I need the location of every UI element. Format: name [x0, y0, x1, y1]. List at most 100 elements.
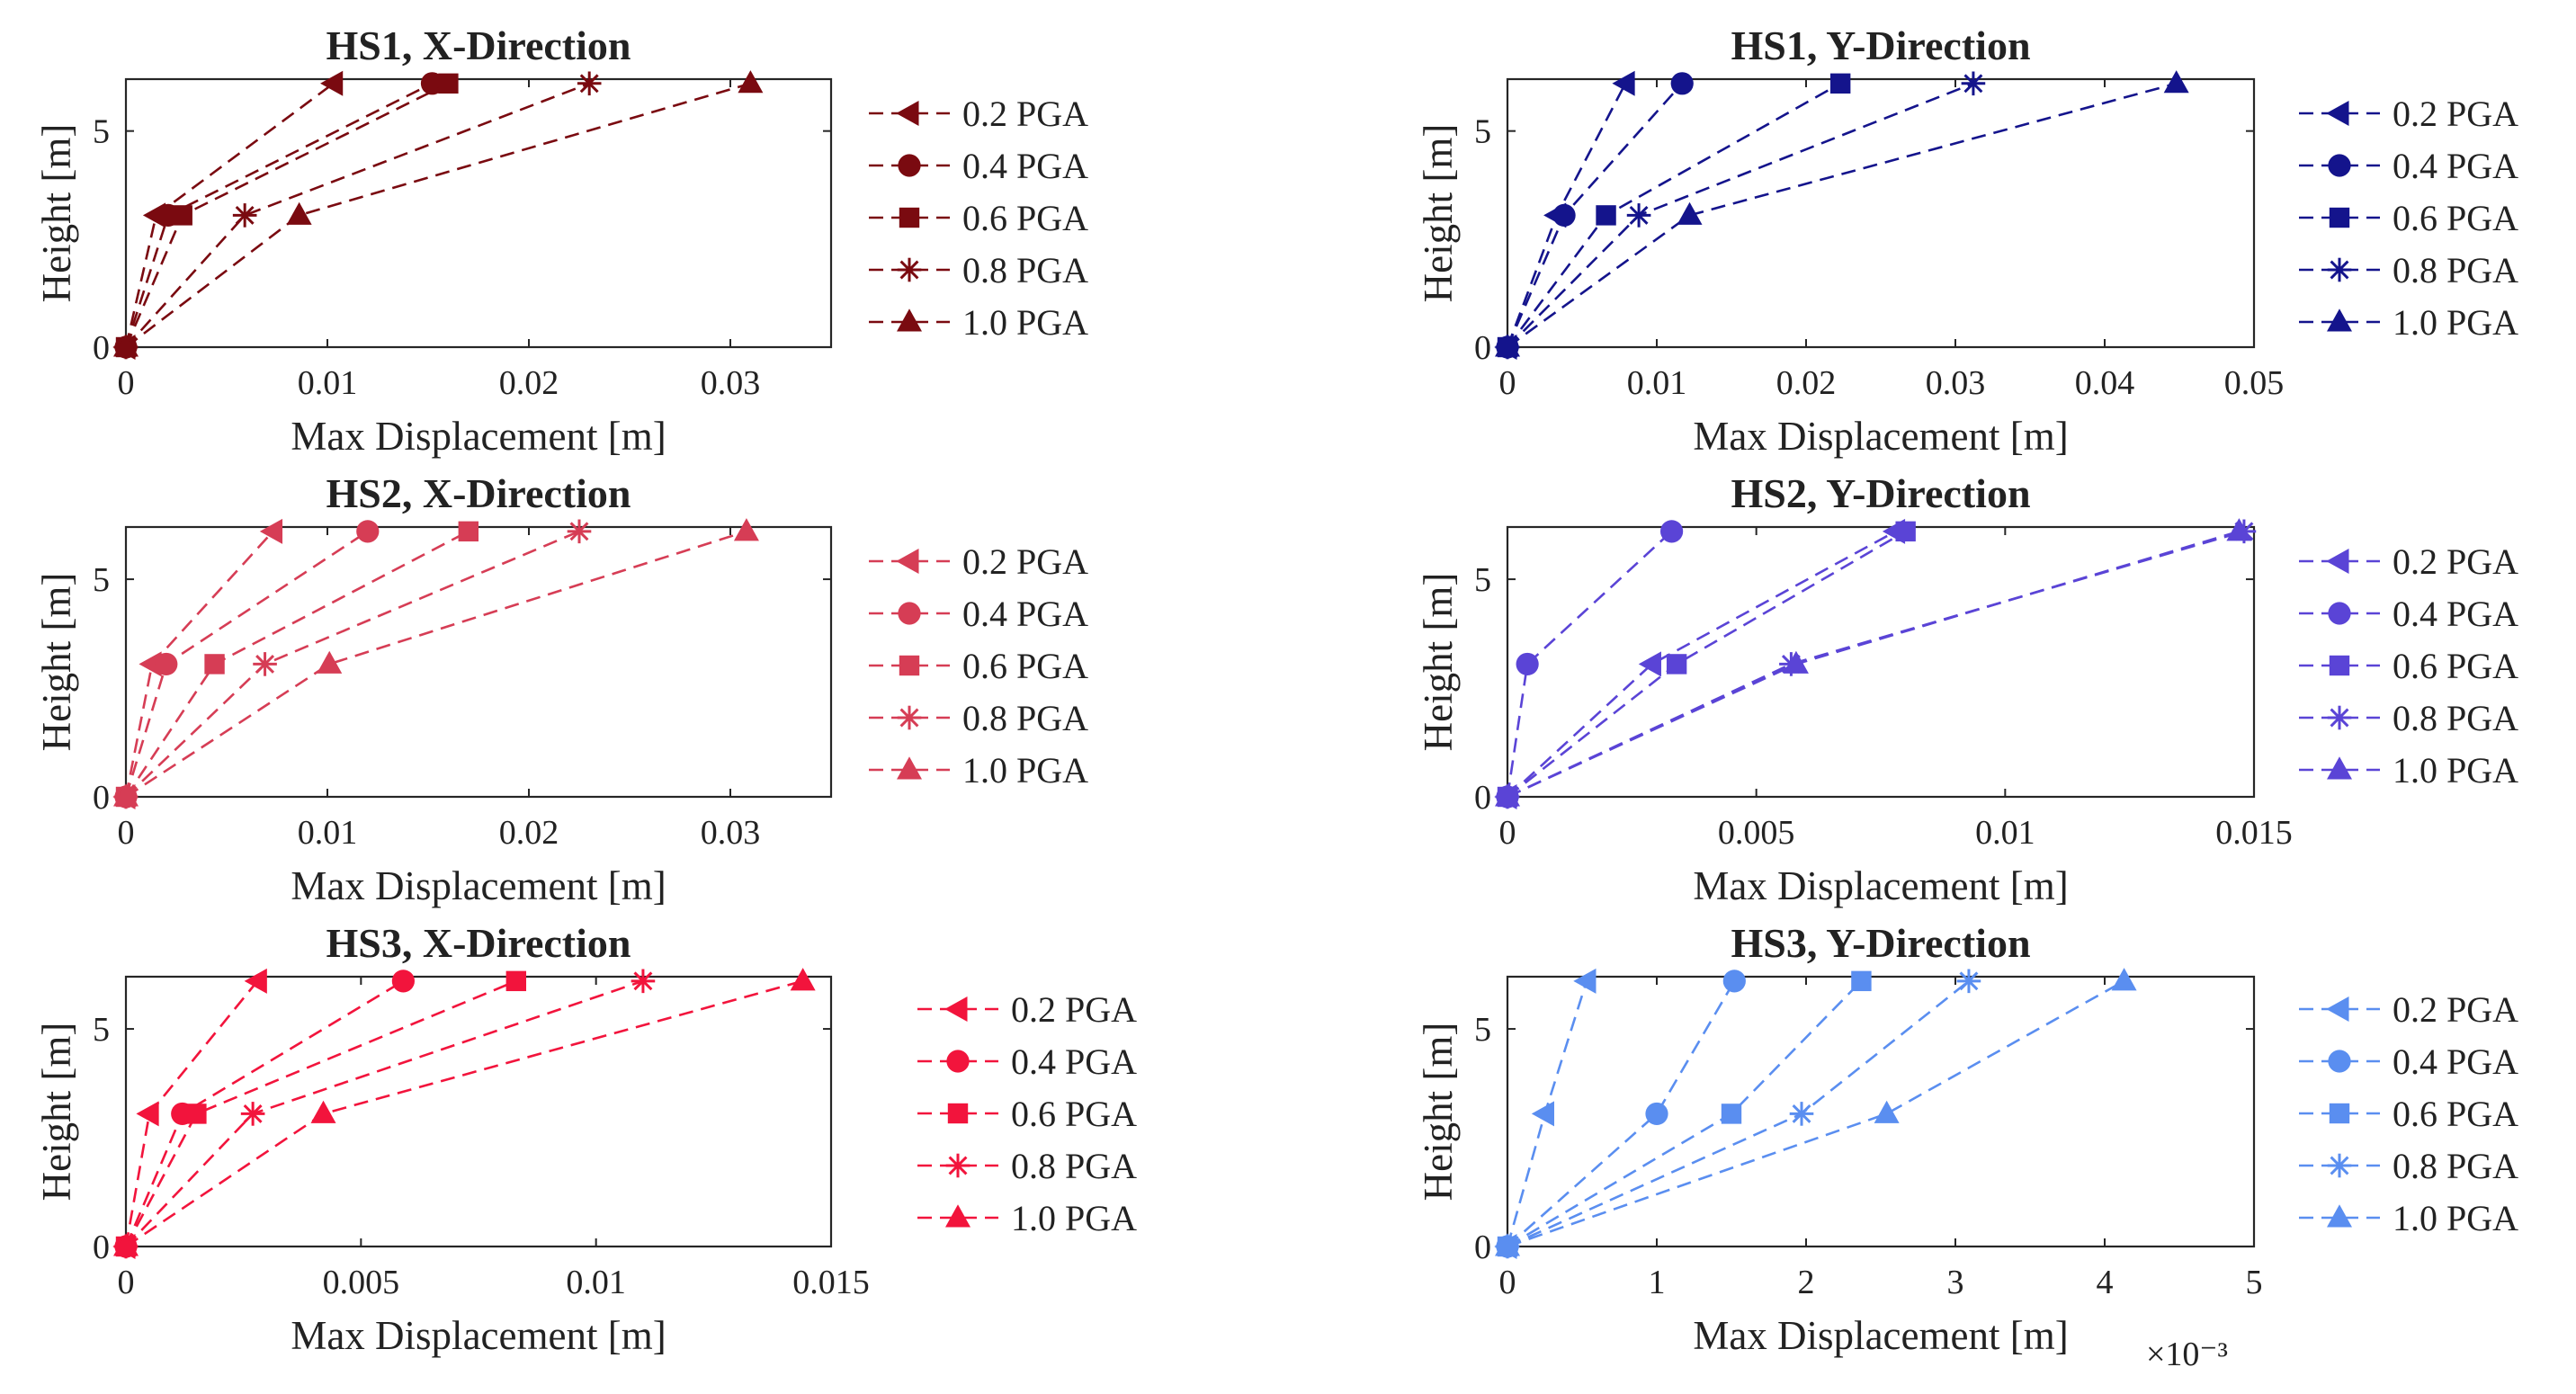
- legend-marker: [945, 1204, 970, 1228]
- legend-label: 0.8 PGA: [2393, 250, 2518, 290]
- data-point: [2226, 518, 2252, 541]
- legend-item: 1.0 PGA: [2299, 302, 2518, 343]
- x-tick-label: 0: [118, 1264, 135, 1301]
- data-point: [1789, 1102, 1814, 1126]
- legend-label: 1.0 PGA: [2393, 302, 2518, 343]
- series-line: [1507, 980, 1736, 1247]
- data-point: [1626, 203, 1651, 228]
- x-tick-label: 0.01: [1975, 814, 2035, 852]
- data-point: [1961, 71, 1986, 96]
- data-point: [1666, 654, 1687, 675]
- legend-marker: [2328, 154, 2351, 177]
- legend-item: 0.4 PGA: [2299, 1041, 2518, 1082]
- legend-item: 0.6 PGA: [869, 198, 1088, 238]
- legend-label: 0.4 PGA: [1011, 1041, 1137, 1082]
- x-tick-label: 0.03: [1926, 364, 1986, 402]
- x-tick-label: 0: [1499, 364, 1516, 402]
- legend-marker: [896, 101, 919, 126]
- data-point: [259, 518, 283, 544]
- x-tick-label: 0.03: [701, 814, 761, 852]
- x-tick-label: 0.03: [701, 364, 761, 402]
- legend-marker: [898, 602, 921, 625]
- legend-item: 0.2 PGA: [2299, 541, 2518, 582]
- legend-marker: [947, 1103, 969, 1124]
- y-axis-label: Height [m]: [1416, 124, 1461, 303]
- legend-item: 0.8 PGA: [869, 250, 1088, 290]
- y-tick-label: 5: [1474, 113, 1491, 151]
- legend-label: 0.2 PGA: [962, 94, 1088, 134]
- legend-item: 0.8 PGA: [2299, 250, 2518, 290]
- plot-frame: [124, 77, 833, 349]
- legend-item: 0.2 PGA: [2299, 989, 2518, 1030]
- legend-marker: [2328, 602, 2351, 625]
- y-tick-label: 0: [1474, 329, 1491, 367]
- plot-frame: [1506, 77, 2256, 349]
- legend-marker: [899, 207, 920, 228]
- panel-2: HS1, Y-Direction 0 0.01 0.02 0.03 0.04 0.05 0 5 M…: [1416, 22, 2518, 459]
- legend-label: 0.4 PGA: [962, 594, 1088, 634]
- y-axis-label: Height [m]: [34, 124, 79, 303]
- legend-marker: [2327, 705, 2352, 730]
- legend-label: 0.4 PGA: [2393, 146, 2518, 186]
- legend-item: 0.6 PGA: [2299, 1094, 2518, 1134]
- legend-marker: [897, 308, 922, 332]
- data-point: [505, 970, 527, 992]
- data-point: [1851, 970, 1872, 992]
- x-tick-label: 1: [1649, 1264, 1666, 1301]
- legend-marker: [898, 154, 921, 177]
- legend-marker: [2326, 549, 2349, 574]
- x-tick-label: 2: [1798, 1264, 1815, 1301]
- legend-item: 1.0 PGA: [869, 302, 1088, 343]
- chart-title: HS2, X-Direction: [326, 470, 631, 516]
- series-line: [125, 82, 751, 349]
- legend-marker: [2327, 756, 2352, 780]
- x-tick-label: 0.05: [2224, 364, 2285, 402]
- legend-marker: [2327, 257, 2352, 282]
- legend-label: 0.6 PGA: [962, 198, 1088, 238]
- y-axis-label: Height [m]: [34, 573, 79, 752]
- data-point: [286, 201, 312, 225]
- series-line: [125, 530, 747, 799]
- plot-frame: [124, 525, 833, 799]
- x-tick-label: 0.02: [1776, 364, 1837, 402]
- x-tick-label: 0.015: [2215, 814, 2293, 852]
- legend-marker: [2327, 1204, 2352, 1228]
- legend-label: 0.2 PGA: [962, 541, 1088, 582]
- data-point: [1722, 970, 1746, 993]
- data-point: [317, 650, 343, 674]
- x-tick-label: 0.005: [323, 1264, 400, 1301]
- y-tick-label: 0: [93, 329, 110, 367]
- data-point: [244, 968, 267, 994]
- y-axis-label: Height [m]: [1416, 1023, 1461, 1202]
- data-point: [1783, 650, 1809, 674]
- x-tick-label: 0.01: [566, 1264, 626, 1301]
- legend-label: 1.0 PGA: [2393, 750, 2518, 791]
- data-point: [438, 73, 459, 94]
- legend-item: 1.0 PGA: [869, 750, 1088, 791]
- legend-marker: [2328, 1050, 2351, 1073]
- legend-item: 0.8 PGA: [869, 698, 1088, 738]
- legend-marker: [945, 1153, 970, 1178]
- data-point: [2163, 70, 2189, 94]
- data-point: [172, 205, 192, 226]
- data-point: [1612, 70, 1635, 96]
- x-tick-label: 3: [1947, 1264, 1964, 1301]
- legend-item: 0.4 PGA: [869, 146, 1088, 186]
- legend-label: 1.0 PGA: [1011, 1198, 1137, 1238]
- y-tick-label: 5: [93, 1011, 110, 1049]
- legend-label: 0.6 PGA: [1011, 1094, 1137, 1134]
- data-point: [458, 521, 479, 542]
- legend-item: 1.0 PGA: [2299, 750, 2518, 791]
- data-point: [391, 970, 415, 993]
- series-line: [1507, 82, 2178, 349]
- data-point: [1645, 1102, 1668, 1126]
- legend-item: 0.2 PGA: [869, 94, 1088, 134]
- x-tick-label: 0: [1499, 814, 1516, 852]
- legend-marker: [2329, 1103, 2350, 1124]
- legend-label: 0.8 PGA: [1011, 1146, 1137, 1186]
- data-point: [1874, 1100, 1900, 1123]
- legend-label: 1.0 PGA: [962, 302, 1088, 343]
- x-tick-label: 0: [118, 364, 135, 402]
- x-tick-label: 0: [1499, 1264, 1516, 1301]
- legend-label: 0.2 PGA: [2393, 541, 2518, 582]
